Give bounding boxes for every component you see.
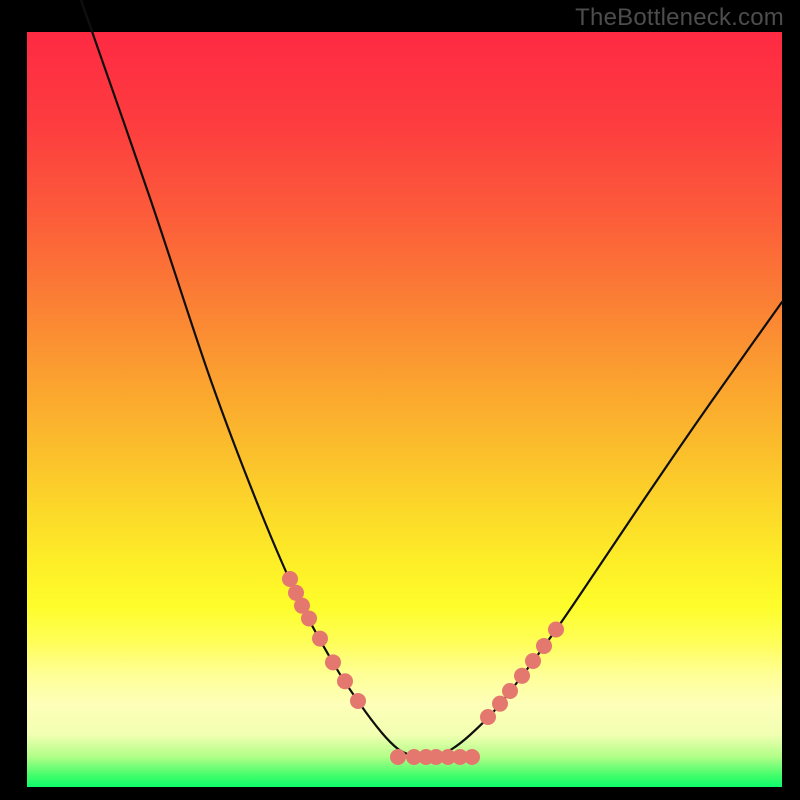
data-dot <box>548 621 564 637</box>
data-dot <box>325 654 341 670</box>
data-dot <box>301 610 317 626</box>
data-dot <box>282 571 298 587</box>
data-dot <box>312 631 328 647</box>
plot-area <box>27 32 782 787</box>
bottleneck-chart <box>0 0 800 800</box>
data-dot <box>337 673 353 689</box>
data-dot <box>525 653 541 669</box>
data-dot <box>502 683 518 699</box>
data-dot <box>464 749 480 765</box>
data-dot <box>350 693 366 709</box>
data-dot <box>480 709 496 725</box>
chart-root: TheBottleneck.com <box>0 0 800 800</box>
data-dot <box>492 696 508 712</box>
data-dot <box>536 638 552 654</box>
watermark-text: TheBottleneck.com <box>575 4 784 32</box>
data-dot <box>514 668 530 684</box>
data-dot <box>390 749 406 765</box>
